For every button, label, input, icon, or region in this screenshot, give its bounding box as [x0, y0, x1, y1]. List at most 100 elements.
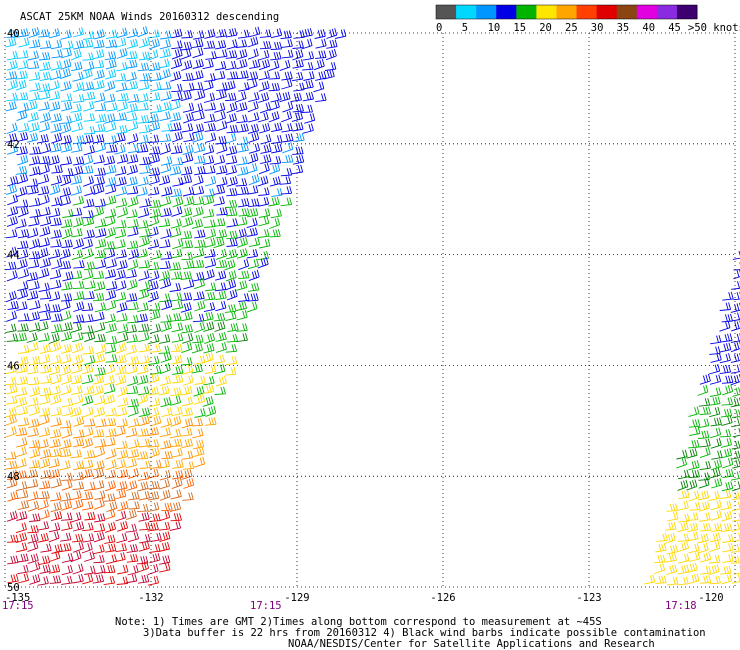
wind-barb [50, 175, 62, 186]
wind-barb [82, 61, 95, 72]
wind-barb [700, 552, 712, 563]
wind-barb [7, 534, 19, 543]
wind-barb [59, 492, 71, 502]
wind-barb [126, 240, 139, 250]
wind-barb [247, 100, 259, 113]
wind-barb [26, 178, 39, 187]
wind-barb [225, 164, 237, 175]
wind-barb [38, 509, 50, 520]
wind-barb [226, 334, 238, 343]
wind-barb [27, 50, 39, 61]
wind-barb [247, 258, 259, 270]
wind-barb [28, 418, 40, 428]
wind-barb [269, 176, 281, 187]
wind-barb [125, 573, 138, 584]
wind-barb [95, 238, 107, 249]
wind-barb [38, 282, 50, 292]
wind-barb [114, 269, 126, 281]
wind-barb [161, 450, 173, 460]
wind-barb [71, 121, 83, 133]
wind-barb [116, 47, 128, 59]
note-line-2: 3)Data buffer is 22 hrs from 20160312 4)… [143, 627, 706, 639]
wind-barb [160, 439, 172, 450]
colorbar-swatch [576, 5, 598, 19]
wind-barb [292, 59, 304, 69]
wind-barb [137, 114, 150, 124]
wind-barb [138, 438, 151, 448]
wind-barb [5, 184, 18, 196]
wind-barb [6, 29, 18, 38]
wind-barb [71, 533, 84, 543]
wind-barb [104, 469, 117, 479]
wind-barb [202, 144, 215, 156]
wind-barb [172, 470, 184, 480]
wind-barb [161, 407, 173, 418]
wind-barb [139, 156, 151, 166]
colorbar-swatch [536, 5, 557, 19]
wind-barb [105, 135, 117, 145]
wind-barb [60, 542, 72, 553]
wind-barb [282, 101, 294, 113]
wind-barb [116, 61, 128, 72]
wind-barb [61, 281, 73, 291]
wind-barb [237, 166, 249, 176]
wind-barb [688, 406, 700, 418]
wind-barb [731, 481, 740, 492]
wind-barb [678, 513, 690, 523]
wind-barb [268, 99, 280, 111]
wind-barb [92, 59, 105, 69]
wind-barb [158, 334, 171, 344]
wind-barb [126, 363, 138, 375]
wind-barb [40, 469, 52, 479]
wind-barb [49, 438, 61, 448]
lat-label: 46 [7, 360, 20, 372]
wind-barb [84, 511, 96, 521]
wind-barb [50, 143, 62, 153]
wind-barb [61, 552, 74, 564]
wind-barb [106, 501, 118, 513]
wind-barb [137, 220, 149, 229]
wind-barb [202, 311, 214, 322]
wind-barb [27, 491, 39, 502]
wind-barb [72, 195, 85, 206]
wind-barb [158, 459, 170, 469]
wind-barb [137, 93, 149, 103]
wind-barb [60, 364, 72, 376]
wind-barb [70, 103, 82, 113]
wind-barb [115, 365, 127, 375]
wind-barb [138, 490, 151, 501]
wind-barb [147, 290, 159, 303]
wind-barb [50, 122, 62, 133]
wind-barb [709, 387, 722, 397]
wind-barb [181, 385, 193, 396]
wind-barb [83, 385, 95, 396]
wind-barb [70, 550, 82, 563]
wind-barb [666, 544, 679, 555]
wind-barb [105, 39, 118, 49]
wind-barb [94, 446, 106, 458]
wind-barb [699, 460, 711, 471]
wind-barb [730, 555, 740, 564]
wind-barb [722, 542, 734, 553]
wind-barb [17, 154, 29, 166]
wind-barb [710, 335, 722, 345]
wind-barb [180, 174, 193, 185]
lon-label: -135 [5, 592, 30, 604]
wind-barb [50, 510, 63, 522]
wind-barb [225, 311, 237, 322]
wind-barb [93, 544, 105, 555]
wind-barb [138, 415, 150, 427]
wind-barb [60, 353, 72, 365]
wind-barb [192, 428, 204, 439]
wind-barb [125, 71, 137, 82]
wind-barb [236, 136, 249, 145]
wind-barb [238, 208, 250, 217]
wind-barb [139, 37, 151, 49]
wind-barb [193, 247, 205, 258]
wind-barb [106, 144, 118, 153]
wind-barb [281, 71, 293, 81]
wind-barb [654, 554, 666, 564]
wind-barb [26, 132, 39, 143]
wind-barb [114, 291, 127, 302]
wind-barb [61, 564, 73, 576]
